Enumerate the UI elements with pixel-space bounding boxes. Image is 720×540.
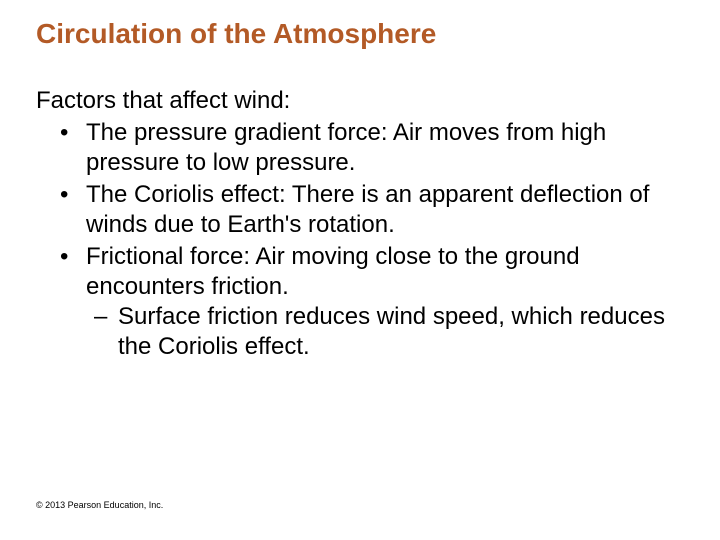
bullet-list: The pressure gradient force: Air moves f…: [36, 118, 684, 362]
bullet-item: The pressure gradient force: Air moves f…: [60, 118, 684, 178]
sub-bullet-item: Surface friction reduces wind speed, whi…: [94, 302, 684, 362]
slide-container: Circulation of the Atmosphere Factors th…: [0, 0, 720, 540]
copyright-text: © 2013 Pearson Education, Inc.: [36, 500, 163, 510]
content-block: Factors that affect wind: The pressure g…: [36, 86, 684, 362]
sub-bullet-list: Surface friction reduces wind speed, whi…: [86, 302, 684, 362]
bullet-item: The Coriolis effect: There is an apparen…: [60, 180, 684, 240]
intro-text: Factors that affect wind:: [36, 86, 684, 116]
bullet-text: Frictional force: Air moving close to th…: [86, 243, 580, 300]
bullet-item: Frictional force: Air moving close to th…: [60, 242, 684, 362]
slide-title: Circulation of the Atmosphere: [36, 18, 684, 50]
